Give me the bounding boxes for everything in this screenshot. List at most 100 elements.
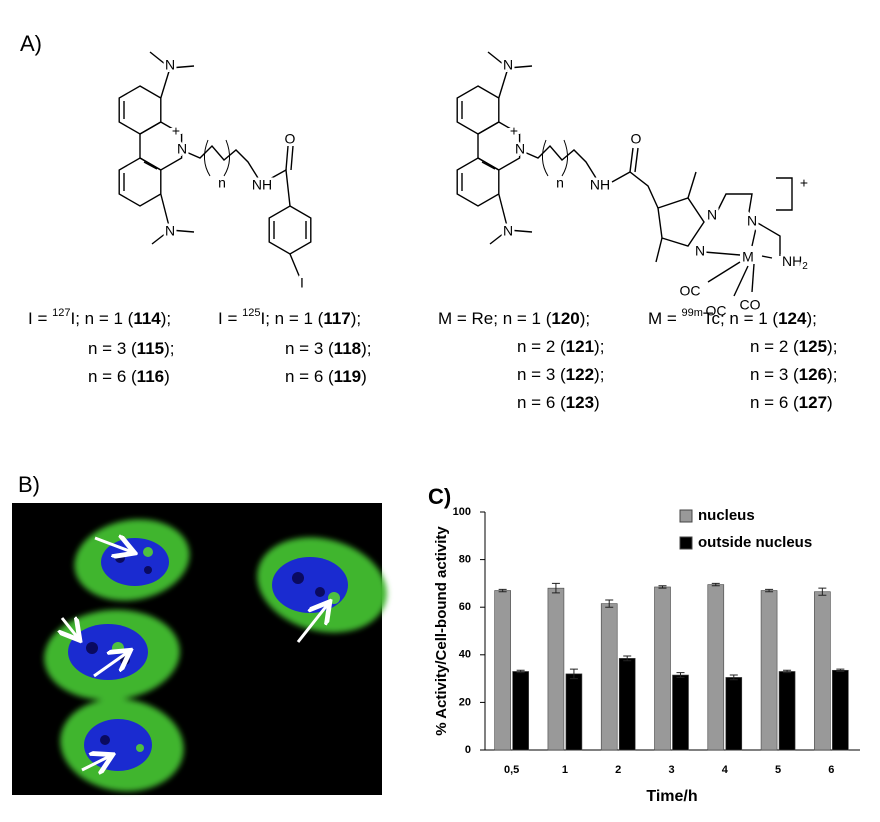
caption: n = 6 (123) [517,393,600,412]
x-tick-label: 3 [668,764,674,776]
caption-part: n = 6 ( [517,393,566,412]
atom-label: NH [590,177,610,193]
bar [494,590,511,751]
caption-part: 125 [242,307,260,319]
error-bar [783,669,792,674]
x-tick-label: 6 [828,764,834,776]
panel-label: B) [18,472,40,497]
caption-part: n = 6 ( [285,367,334,386]
bar [814,591,831,751]
atom-label: CO [740,297,761,313]
atom-label: N [177,141,187,157]
caption-part: 99m [682,307,703,319]
charge: + [172,123,180,139]
error-bar [729,674,738,681]
atom-label: NH [252,177,272,193]
atom-label: N [747,213,757,229]
bar [672,674,689,751]
error-bar [711,582,720,587]
legend-swatch [679,509,693,523]
compound-number: 114 [133,309,161,328]
caption: n = 6 (119) [285,367,367,386]
y-tick-label: 40 [459,649,471,661]
caption: n = 2 (121); [517,337,604,356]
error-bar [765,588,774,593]
y-tick-label: 60 [459,601,471,613]
error-bar [818,587,827,596]
atom-label: NH2 [782,253,808,272]
caption-part: Tc; n = 1 ( [703,309,778,328]
y-tick-label: 20 [459,696,471,708]
captions: I = 127I; n = 1 (114);n = 3 (115);n = 6 … [28,307,837,413]
error-bar [569,668,578,680]
caption-part: n = 2 ( [750,337,799,356]
atom-label: N [695,243,705,259]
legend-swatch [679,536,693,550]
compound-number: 116 [137,367,164,386]
compound-number: 118 [334,339,361,358]
bar [547,587,565,751]
caption-part: ); [580,309,590,328]
bar [832,669,849,751]
error-bar [676,672,685,678]
compound-number: 127 [799,393,827,412]
caption: n = 3 (118); [285,339,372,358]
caption: M = 99mTc; n = 1 (124); [648,307,817,329]
caption-part: n = 3 ( [88,339,137,358]
bar [760,590,778,751]
caption-part: I; n = 1 ( [260,309,323,328]
caption-part: ); [827,365,837,384]
structure-left: N N + N n NH O I [118,51,312,293]
compound-number: 120 [551,309,579,328]
error-bar [836,668,845,672]
atom-label: N [503,223,513,239]
subscript: n [556,175,564,191]
bar [725,677,743,751]
atom-label: M [742,249,754,265]
structure-right: N N + N n NH O N N N M NH2 OC OC CO + [456,51,811,321]
error-bar [516,669,525,674]
caption-part: I = [28,309,52,328]
y-tick-label: 100 [453,506,471,518]
error-bar [498,588,507,593]
caption-part: ); [594,365,604,384]
x-tick-label: 4 [722,764,729,776]
caption: n = 6 (116) [88,367,170,386]
caption-part: ); [351,309,361,328]
bar [778,671,796,751]
compound-number: 121 [566,337,594,356]
caption-part: n = 6 ( [88,367,137,386]
caption-part: M = Re; n = 1 ( [438,309,552,328]
legend-label: nucleus [698,507,755,524]
atom-label: N [707,207,717,223]
atom-label: OC [680,283,701,299]
error-bar [623,655,632,662]
caption-part: 127 [52,307,70,319]
caption-part: I; n = 1 ( [70,309,133,328]
caption-part: ); [827,337,837,356]
x-axis-label: Time/h [646,788,697,805]
caption-part: ) [361,367,367,386]
caption-part: M = [648,309,682,328]
caption: n = 3 (115); [88,339,175,358]
bar [565,673,583,751]
atom-label: O [631,131,642,147]
caption-part: ); [164,339,174,358]
caption-part: ); [806,309,816,328]
compound-number: 125 [799,337,827,356]
legend-label: outside nucleus [698,534,812,551]
compound-number: 124 [778,309,807,328]
atom-label: O [285,131,296,147]
caption-part: n = 6 ( [750,393,799,412]
caption: I = 125I; n = 1 (117); [218,307,361,329]
panel-label: C) [428,484,451,509]
caption: n = 6 (127) [750,393,833,412]
subscript: n [218,175,226,191]
y-tick-label: 80 [459,554,471,566]
caption: I = 127I; n = 1 (114); [28,307,171,329]
charge: + [510,123,518,139]
compound-number: 126 [799,365,827,384]
caption-part: n = 2 ( [517,337,566,356]
atom-label: NH [782,253,802,269]
